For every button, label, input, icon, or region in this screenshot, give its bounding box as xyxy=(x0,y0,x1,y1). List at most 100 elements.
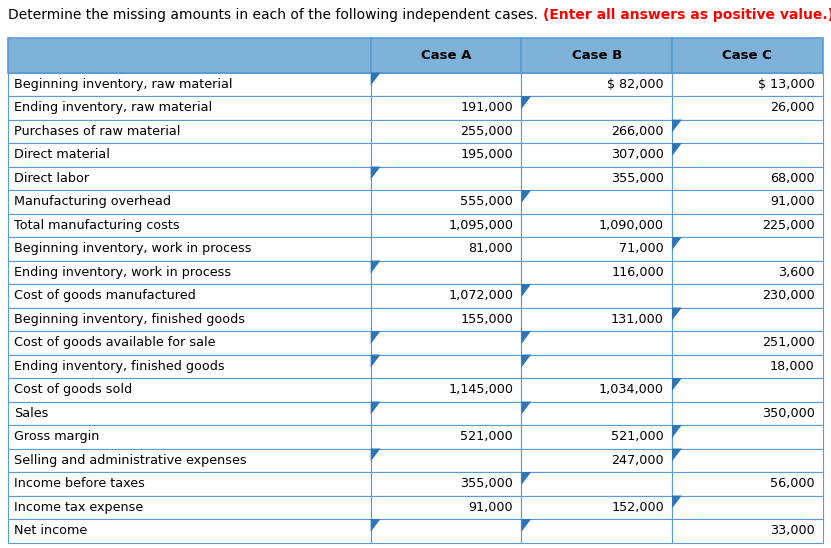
Bar xyxy=(521,214,672,237)
Bar xyxy=(672,73,823,96)
Text: 1,145,000: 1,145,000 xyxy=(448,383,514,396)
Bar xyxy=(672,449,823,472)
Bar xyxy=(521,261,672,284)
Bar xyxy=(8,237,371,261)
Bar xyxy=(521,73,672,96)
Text: Income before taxes: Income before taxes xyxy=(14,477,145,490)
Text: 56,000: 56,000 xyxy=(770,477,814,490)
Bar xyxy=(371,449,521,472)
Bar xyxy=(8,355,371,378)
Polygon shape xyxy=(371,167,381,180)
Text: 355,000: 355,000 xyxy=(611,172,664,185)
Bar xyxy=(672,190,823,214)
Bar xyxy=(8,519,371,543)
Polygon shape xyxy=(521,355,531,368)
Text: 251,000: 251,000 xyxy=(762,336,814,349)
Bar xyxy=(8,96,371,119)
Bar xyxy=(371,495,521,519)
Polygon shape xyxy=(672,237,681,250)
Polygon shape xyxy=(672,449,681,461)
Bar xyxy=(521,237,672,261)
Bar xyxy=(672,355,823,378)
Bar xyxy=(521,38,672,73)
Bar xyxy=(8,378,371,402)
Text: Case A: Case A xyxy=(420,49,471,62)
Bar xyxy=(521,402,672,425)
Bar xyxy=(371,355,521,378)
Text: Case B: Case B xyxy=(572,49,622,62)
Bar xyxy=(672,261,823,284)
Text: 116,000: 116,000 xyxy=(611,266,664,279)
Text: Total manufacturing costs: Total manufacturing costs xyxy=(14,219,179,232)
Text: 521,000: 521,000 xyxy=(611,430,664,443)
Bar xyxy=(8,38,371,73)
Text: Gross margin: Gross margin xyxy=(14,430,100,443)
Bar xyxy=(672,519,823,543)
Text: 195,000: 195,000 xyxy=(460,149,514,161)
Text: Beginning inventory, work in process: Beginning inventory, work in process xyxy=(14,242,252,255)
Text: 1,072,000: 1,072,000 xyxy=(448,289,514,302)
Bar xyxy=(672,38,823,73)
Bar xyxy=(371,237,521,261)
Polygon shape xyxy=(672,143,681,156)
Bar xyxy=(521,519,672,543)
Bar xyxy=(521,331,672,355)
Bar xyxy=(672,472,823,495)
Text: 355,000: 355,000 xyxy=(460,477,514,490)
Text: Selling and administrative expenses: Selling and administrative expenses xyxy=(14,454,247,467)
Bar xyxy=(8,331,371,355)
Bar xyxy=(672,378,823,402)
Polygon shape xyxy=(521,190,531,203)
Bar xyxy=(521,449,672,472)
Text: 307,000: 307,000 xyxy=(611,149,664,161)
Text: 26,000: 26,000 xyxy=(770,101,814,115)
Text: 91,000: 91,000 xyxy=(469,501,514,514)
Bar xyxy=(672,402,823,425)
Bar xyxy=(8,307,371,331)
Polygon shape xyxy=(672,307,681,321)
Bar xyxy=(371,119,521,143)
Text: 521,000: 521,000 xyxy=(460,430,514,443)
Bar xyxy=(672,331,823,355)
Bar xyxy=(521,425,672,449)
Polygon shape xyxy=(371,449,381,461)
Bar xyxy=(521,472,672,495)
Text: 1,095,000: 1,095,000 xyxy=(448,219,514,232)
Bar xyxy=(521,355,672,378)
Text: $ 82,000: $ 82,000 xyxy=(607,78,664,91)
Text: 555,000: 555,000 xyxy=(460,195,514,208)
Bar xyxy=(8,143,371,167)
Bar xyxy=(672,214,823,237)
Text: 247,000: 247,000 xyxy=(612,454,664,467)
Text: 1,090,000: 1,090,000 xyxy=(599,219,664,232)
Bar xyxy=(371,73,521,96)
Bar xyxy=(8,167,371,190)
Bar xyxy=(8,214,371,237)
Bar xyxy=(371,331,521,355)
Bar xyxy=(521,307,672,331)
Text: Cost of goods manufactured: Cost of goods manufactured xyxy=(14,289,196,302)
Bar xyxy=(672,119,823,143)
Polygon shape xyxy=(371,331,381,344)
Text: 3,600: 3,600 xyxy=(778,266,814,279)
Bar xyxy=(8,119,371,143)
Bar xyxy=(672,143,823,167)
Text: 255,000: 255,000 xyxy=(460,125,514,138)
Text: 350,000: 350,000 xyxy=(762,407,814,420)
Text: 155,000: 155,000 xyxy=(460,313,514,326)
Text: Beginning inventory, raw material: Beginning inventory, raw material xyxy=(14,78,233,91)
Text: Determine the missing amounts in each of the following independent cases.: Determine the missing amounts in each of… xyxy=(8,8,543,22)
Bar xyxy=(8,472,371,495)
Text: 68,000: 68,000 xyxy=(770,172,814,185)
Text: Ending inventory, finished goods: Ending inventory, finished goods xyxy=(14,360,224,373)
Polygon shape xyxy=(672,378,681,391)
Bar xyxy=(371,190,521,214)
Bar xyxy=(371,284,521,307)
Bar xyxy=(371,214,521,237)
Text: Beginning inventory, finished goods: Beginning inventory, finished goods xyxy=(14,313,245,326)
Bar xyxy=(672,425,823,449)
Bar xyxy=(371,38,521,73)
Text: 33,000: 33,000 xyxy=(770,524,814,537)
Bar xyxy=(672,495,823,519)
Polygon shape xyxy=(521,519,531,532)
